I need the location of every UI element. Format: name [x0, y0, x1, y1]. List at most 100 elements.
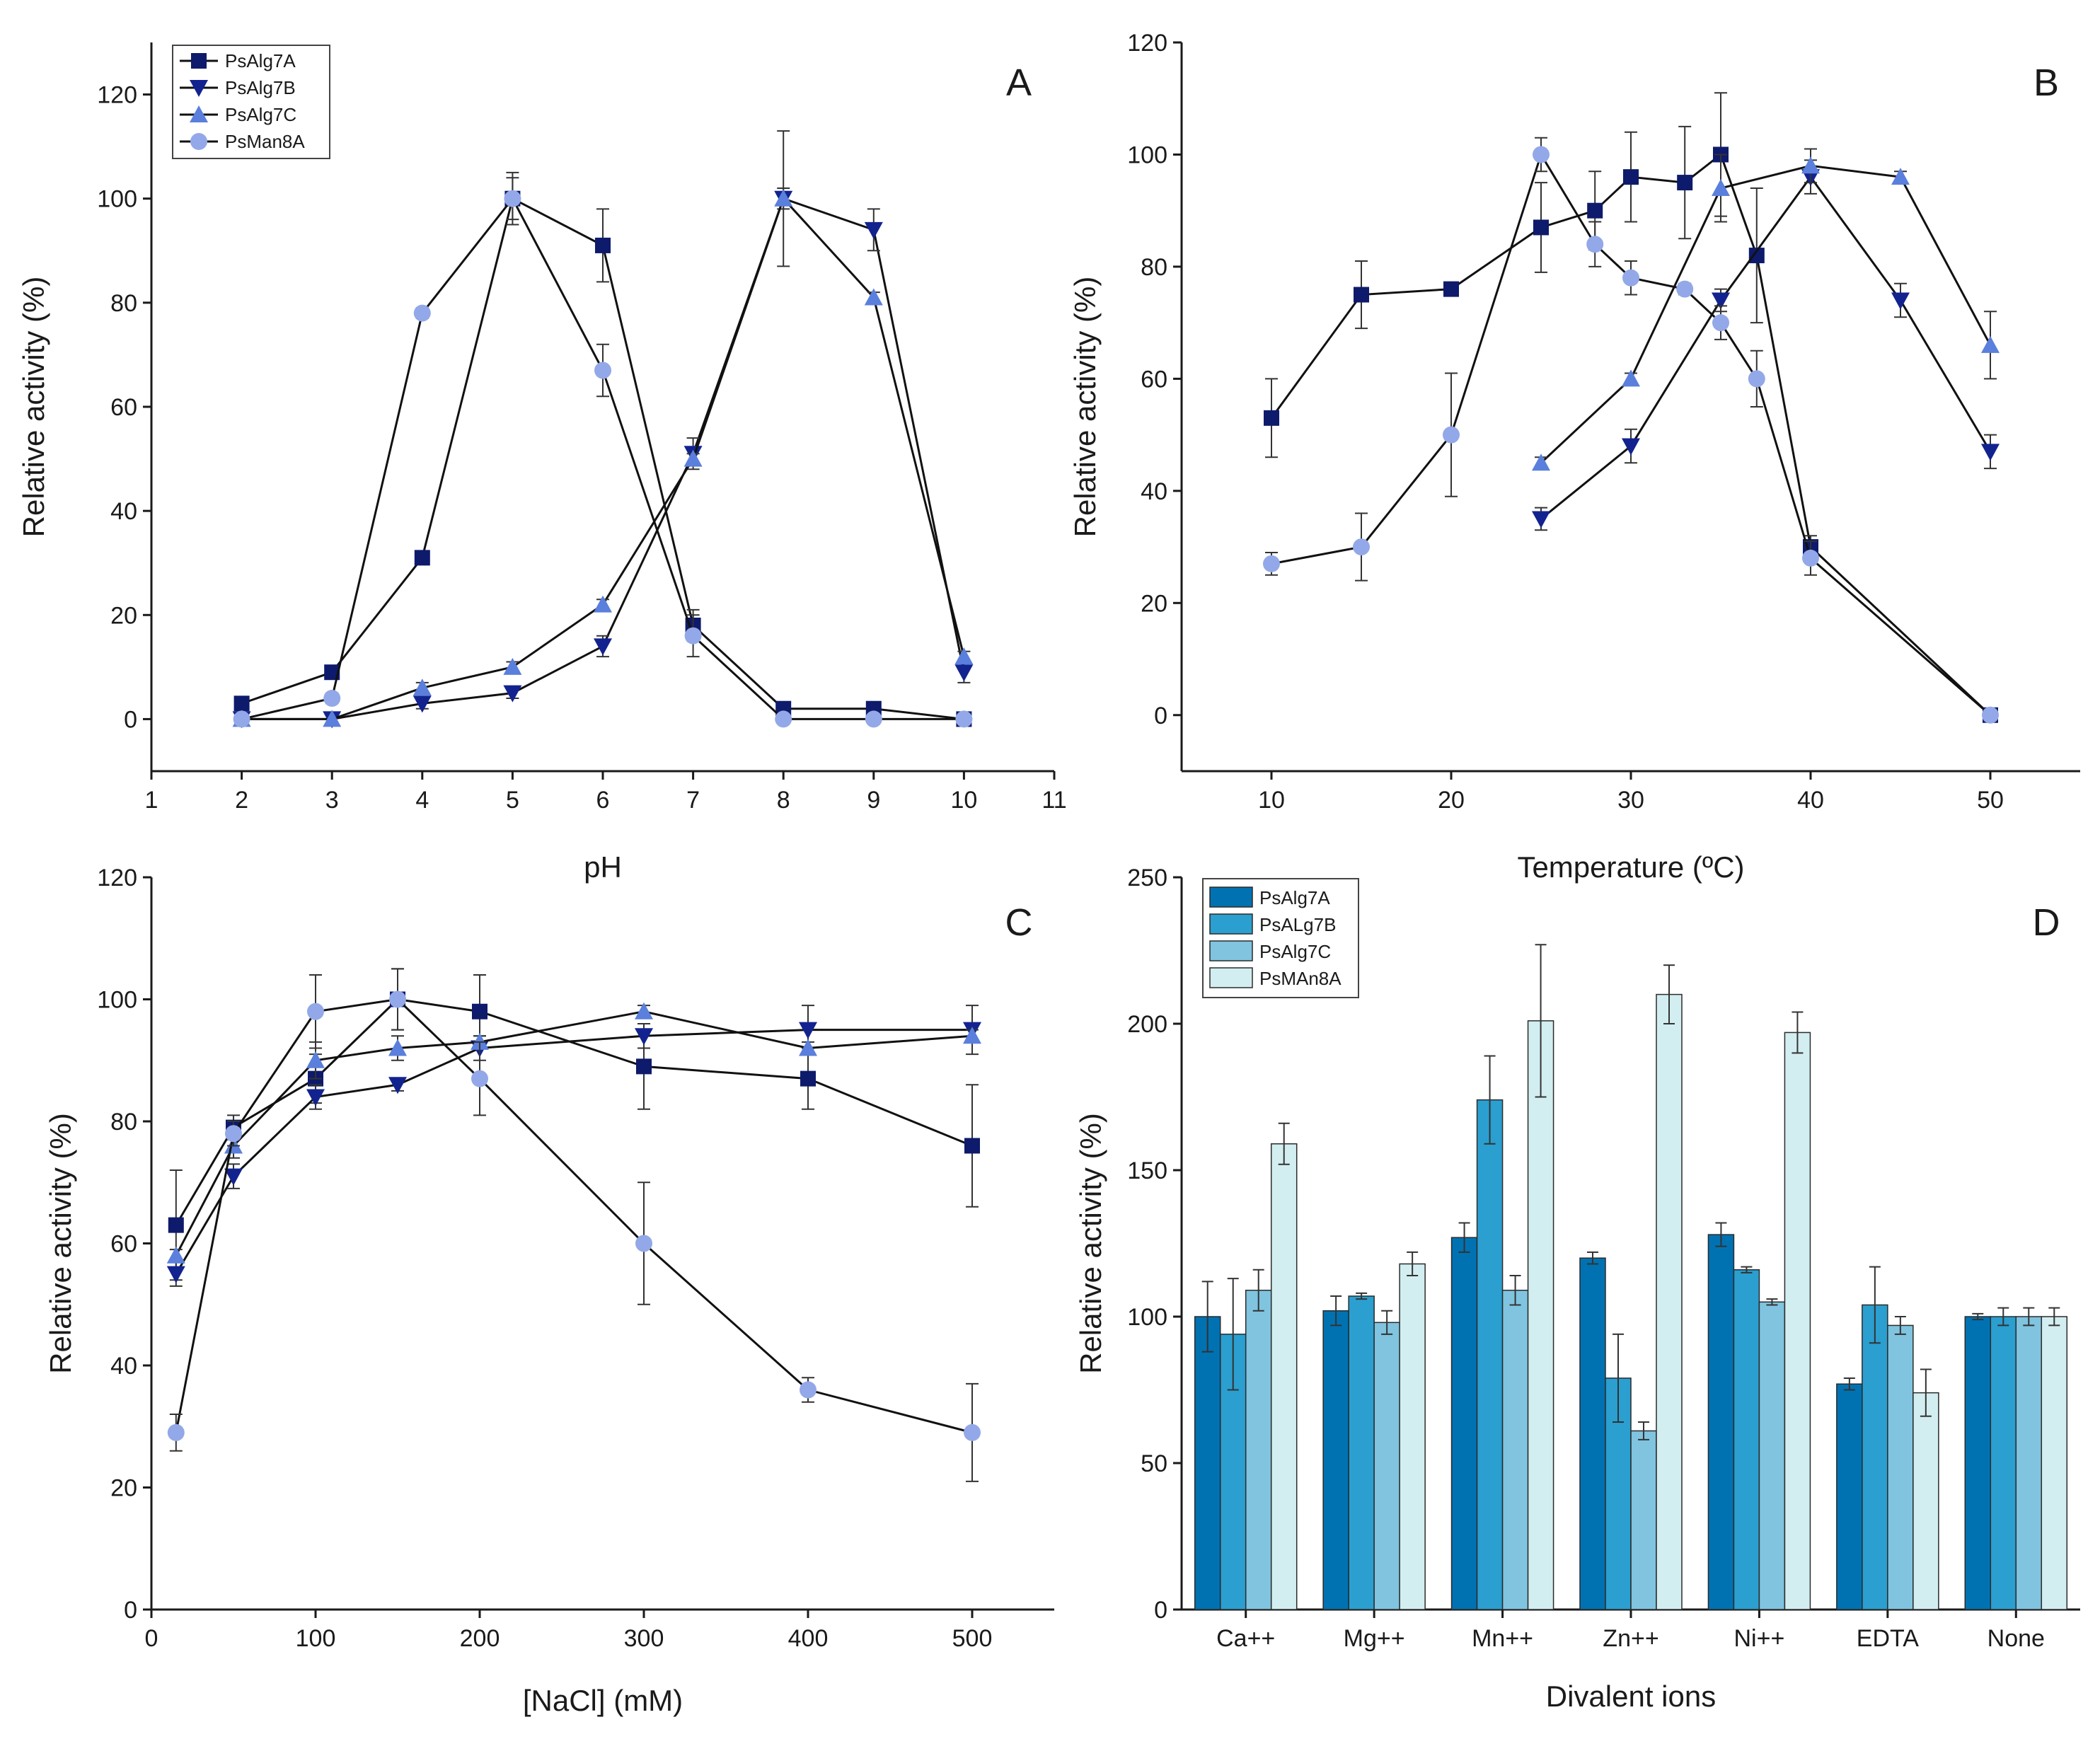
- series-psman8a: [167, 968, 981, 1482]
- x-tick-label: 7: [686, 787, 700, 814]
- data-point-psalg7b: [1891, 292, 1910, 310]
- category-label-ca: Ca++: [1216, 1625, 1275, 1652]
- y-tick-label: 40: [110, 1353, 137, 1380]
- data-point-psalg7a: [595, 237, 611, 253]
- bar-psalg7a-mn: [1450, 1237, 1478, 1610]
- series-line-psman8a: [175, 998, 973, 1434]
- series-line-psalg7a: [175, 998, 973, 1226]
- data-point-psalg7a: [233, 695, 250, 712]
- y-tick-label: 20: [110, 602, 137, 629]
- data-point-psman8a: [1533, 146, 1550, 163]
- y-tick-label: 0: [1154, 1597, 1167, 1624]
- bar-psman8a-edta: [1912, 1392, 1939, 1610]
- data-point-psman8a: [1748, 370, 1765, 388]
- bar-psalg7c-mg: [1373, 1322, 1400, 1610]
- bar-psalg7c-ni: [1758, 1301, 1786, 1610]
- bar-psman8a-ca: [1270, 1143, 1298, 1610]
- x-axis-label: pH: [584, 850, 622, 884]
- bar-psalg7b-edta: [1862, 1304, 1888, 1610]
- data-point-psalg7c: [1532, 453, 1550, 471]
- data-point-psalg7c: [503, 657, 522, 675]
- legend-label-psman8a: PsMan8A: [225, 131, 305, 152]
- data-point-psalg7c: [594, 595, 612, 613]
- x-tick-label: 10: [1258, 787, 1285, 814]
- category-label-none: None: [1987, 1625, 2045, 1652]
- legend-label-psalg7a: PsAlg7A: [1259, 887, 1330, 908]
- data-point-psalg7c: [388, 1039, 407, 1056]
- legend-marker-psalg7b: [190, 80, 208, 97]
- panel-letter: C: [1005, 901, 1033, 944]
- data-point-psalg7b: [306, 1089, 325, 1107]
- data-point-psman8a: [635, 1235, 652, 1252]
- panel-c-nacl-chart: 0 20 40 60 80 100 120 0 100 200 300 400 500 [NaCl] (m…: [44, 865, 1054, 1717]
- panel-d-divalent-ions-chart: 0 50 100 150 200 250 Divalent ions Relative act…: [1074, 865, 2080, 1713]
- data-point-psalg7a: [324, 664, 340, 681]
- data-point-psalg7c: [799, 1039, 817, 1056]
- data-point-psman8a: [1263, 555, 1280, 572]
- legend-marker-psalg7c: [190, 105, 208, 122]
- data-point-psalg7c: [635, 1002, 653, 1019]
- x-tick-label: 11: [1042, 787, 1066, 814]
- data-point-psalg7a: [1748, 248, 1765, 264]
- data-point-psalg7c: [774, 189, 793, 207]
- data-point-psalg7c: [1891, 168, 1910, 185]
- x-tick-label: 300: [624, 1625, 664, 1652]
- y-tick-label: 0: [1154, 703, 1167, 729]
- data-point-psalg7c: [1801, 156, 1820, 174]
- data-point-psman8a: [307, 1003, 324, 1020]
- x-tick-label: 8: [777, 787, 790, 814]
- y-tick-label: 80: [110, 1109, 137, 1136]
- x-tick-label: 100: [296, 1625, 336, 1652]
- y-tick-label: 200: [1127, 1011, 1167, 1038]
- data-point-psalg7a: [800, 1070, 816, 1087]
- data-point-psman8a: [323, 690, 341, 707]
- x-axis-label: Temperature (ºC): [1517, 850, 1744, 884]
- y-tick-label: 60: [1141, 366, 1167, 393]
- legend-swatch-psman8a: [1209, 967, 1253, 988]
- bar-psalg7a-none: [1964, 1316, 1992, 1610]
- data-point-psalg7b: [594, 638, 612, 656]
- y-tick-label: 100: [1127, 141, 1167, 168]
- data-point-psalg7a: [1623, 169, 1639, 185]
- x-tick-label: 40: [1797, 787, 1824, 814]
- y-tick-label: 80: [110, 290, 137, 317]
- panel-letter: A: [1006, 62, 1032, 104]
- category-label-mn: Mn++: [1472, 1625, 1533, 1652]
- bar-psman8a-mn: [1527, 1020, 1554, 1610]
- y-tick-label: 100: [97, 186, 137, 213]
- y-tick-label: 20: [110, 1475, 137, 1502]
- data-point-psalg7a: [1587, 202, 1603, 219]
- data-point-psman8a: [775, 710, 792, 728]
- x-tick-label: 4: [415, 787, 429, 814]
- category-label-ni: Ni++: [1734, 1625, 1785, 1652]
- y-axis-label: Relative activity (%): [1068, 277, 1102, 538]
- data-point-psalg7c: [954, 647, 974, 665]
- data-point-psman8a: [964, 1423, 981, 1441]
- category-label-zn: Zn++: [1603, 1625, 1658, 1652]
- data-point-psalg7b: [166, 1266, 185, 1283]
- legend-swatch-psalg7b: [1209, 913, 1253, 935]
- x-tick-label: 1: [145, 787, 158, 814]
- x-tick-label: 500: [952, 1625, 993, 1652]
- y-tick-label: 40: [110, 498, 137, 525]
- bar-psman8a-none: [2041, 1316, 2068, 1610]
- series-psman8a: [1263, 137, 1999, 724]
- data-point-psalg7b: [1712, 292, 1730, 310]
- data-point-psalg7a: [1533, 219, 1549, 236]
- legend-label-psalg7c: PsAlg7C: [1259, 941, 1331, 962]
- data-point-psman8a: [1676, 280, 1694, 298]
- legend-swatch-psalg7c: [1209, 940, 1253, 961]
- bar-psalg7b-ca: [1219, 1334, 1247, 1610]
- data-point-psman8a: [684, 627, 702, 645]
- data-point-psalg7c: [963, 1027, 981, 1044]
- bar-psalg7c-zn: [1630, 1430, 1657, 1610]
- x-tick-label: 400: [788, 1625, 829, 1652]
- y-tick-label: 100: [97, 987, 137, 1014]
- legend: PsAlg7A PsALg7B PsAlg7C PsMAn8A: [1202, 878, 1359, 998]
- x-tick-label: 30: [1617, 787, 1644, 814]
- y-tick-label: 120: [1127, 30, 1167, 57]
- x-tick-label: 6: [596, 787, 610, 814]
- panel-letter: B: [2033, 62, 2059, 104]
- x-tick-label: 3: [325, 787, 339, 814]
